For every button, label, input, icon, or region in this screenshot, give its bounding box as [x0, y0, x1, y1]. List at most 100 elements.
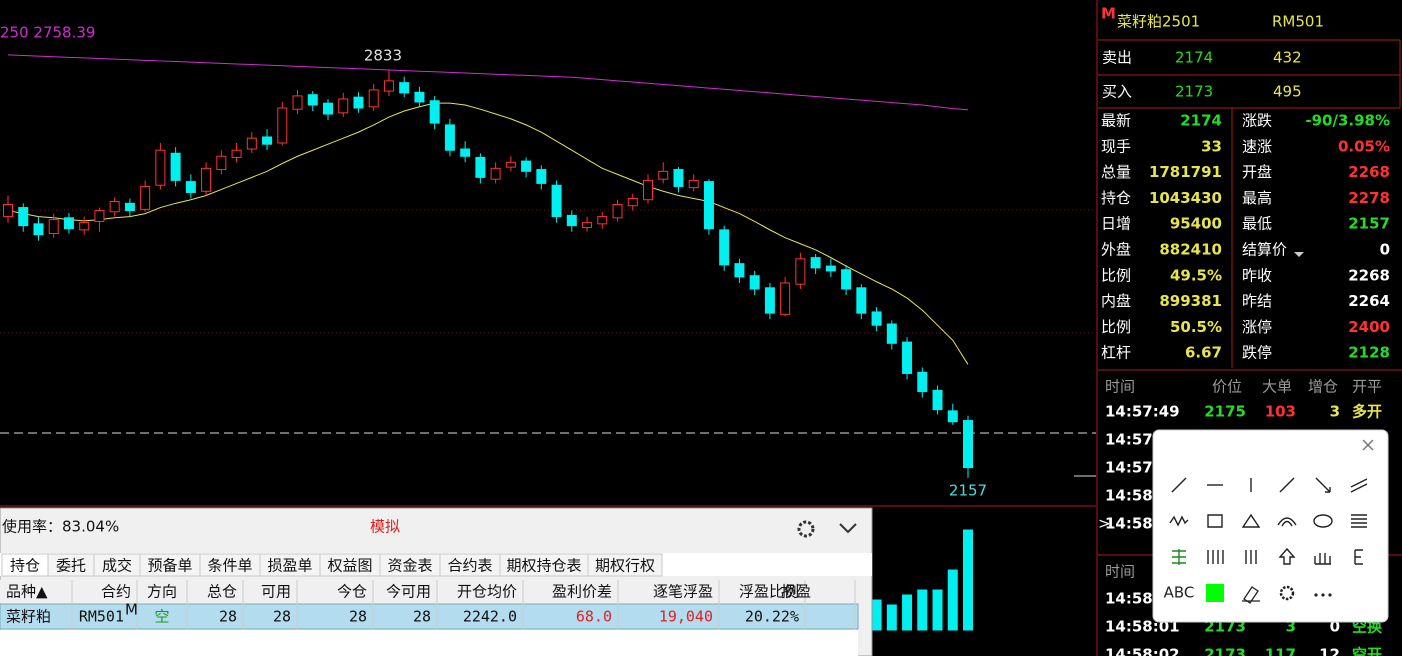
drawing-tool[interactable]: [1351, 514, 1367, 528]
stat-label: 比例: [1101, 266, 1131, 284]
tick-header: 大单: [1262, 378, 1292, 396]
candle-body: [429, 100, 440, 124]
drawing-tool[interactable]: [1245, 550, 1257, 564]
stat-label: 比例: [1101, 318, 1131, 336]
candle-body: [124, 202, 135, 212]
low-label: 2157: [949, 481, 987, 499]
tab-label: 期权持仓表: [506, 557, 581, 575]
tick-cell: 14:58:: [1105, 590, 1159, 608]
moving-average-line: [7, 102, 969, 365]
volume-bar: [871, 599, 882, 631]
tab-label: 预备单: [147, 557, 192, 575]
tick-header: 时间: [1105, 378, 1135, 396]
stat-label: 总量: [1101, 163, 1131, 181]
drawing-tool[interactable]: [1241, 513, 1261, 528]
tab[interactable]: 权益图: [319, 553, 381, 577]
drawing-tool[interactable]: [1169, 515, 1189, 527]
stat-value: 2174: [1180, 112, 1222, 130]
more-button[interactable]: [1314, 593, 1318, 597]
drawing-tool[interactable]: [1207, 514, 1223, 528]
volume-bar: [963, 529, 973, 631]
tab[interactable]: 成交: [93, 553, 141, 577]
drawing-tool[interactable]: [1315, 477, 1331, 493]
tab[interactable]: 合约表: [439, 553, 501, 577]
candle-body: [63, 217, 74, 230]
tick-cell: 0: [1330, 618, 1340, 636]
candle-body: [719, 229, 730, 266]
candle-body: [825, 265, 836, 272]
drawing-tool[interactable]: ABC: [1164, 584, 1195, 602]
market-flag: M: [1101, 5, 1116, 23]
stat-value: 1781791: [1149, 163, 1222, 181]
contract-name: 菜籽粕2501: [1117, 13, 1200, 31]
table-cell: 28: [219, 608, 237, 626]
drawing-tool[interactable]: [1277, 517, 1297, 527]
candle-body: [94, 210, 105, 222]
tab[interactable]: 预备单: [139, 553, 201, 577]
drawing-tool[interactable]: [1279, 585, 1295, 601]
palette-background: [1152, 429, 1389, 623]
drawing-tool[interactable]: [1278, 547, 1296, 565]
drawing-tool[interactable]: [1242, 586, 1260, 604]
color-picker[interactable]: [1206, 584, 1224, 602]
tab[interactable]: 资金表: [379, 553, 441, 577]
row-pointer: >: [1098, 515, 1111, 533]
candle-body: [795, 258, 806, 285]
tab[interactable]: 期权行权: [587, 553, 663, 577]
table-cell: 20.22%: [745, 608, 799, 626]
drawing-tool[interactable]: [1354, 549, 1363, 565]
candle-body: [460, 148, 471, 157]
drawing-tool[interactable]: [1314, 553, 1331, 565]
order-book-volume: 432: [1273, 49, 1302, 67]
order-book-label: 卖出: [1102, 49, 1132, 67]
column-header: 今仓: [337, 583, 367, 601]
tick-cell: 3: [1330, 403, 1340, 421]
drawing-tool[interactable]: [1172, 549, 1186, 565]
drawing-tool[interactable]: [1313, 514, 1333, 528]
tick-cell: 2173: [1204, 646, 1246, 656]
drawing-tool[interactable]: [1171, 477, 1187, 493]
table-cell: 68.0: [576, 608, 612, 626]
candle-body: [703, 181, 714, 230]
tick-cell: 117: [1265, 646, 1296, 656]
stat-value: 899381: [1159, 292, 1222, 310]
candle-body: [536, 169, 547, 184]
column-header: 合约: [101, 583, 131, 601]
stat-value: -90/3.98%: [1305, 112, 1390, 130]
tab[interactable]: 委托: [47, 553, 95, 577]
stat-value: 6.67: [1185, 344, 1222, 362]
stat-label: 内盘: [1101, 292, 1131, 310]
candle-body: [902, 341, 913, 374]
column-header: 浮盈比例: [739, 583, 799, 601]
tick-header: 时间: [1105, 563, 1135, 581]
tab[interactable]: 持仓: [1, 553, 49, 577]
candle-body: [505, 161, 516, 168]
tab[interactable]: 损盈单: [259, 553, 321, 577]
tick-cell: 14:58:: [1105, 515, 1159, 533]
candle-body: [170, 152, 181, 181]
stat-value: 49.5%: [1170, 266, 1222, 284]
more-button[interactable]: [1321, 593, 1325, 597]
stat-label: 涨停: [1242, 318, 1272, 336]
column-header: 损盈: [781, 583, 811, 601]
tab[interactable]: 条件单: [199, 553, 261, 577]
tick-cell: 14:57:: [1105, 431, 1159, 449]
more-button[interactable]: [1328, 593, 1332, 597]
candle-body: [216, 155, 227, 171]
stat-label: 日增: [1101, 215, 1131, 233]
table-empty: [0, 630, 858, 656]
tab[interactable]: 期权持仓表: [499, 553, 589, 577]
drawing-tool[interactable]: [1207, 550, 1224, 564]
settings-icon[interactable]: [797, 520, 815, 538]
drawing-tool[interactable]: [1279, 477, 1295, 493]
candle-body: [185, 181, 196, 193]
stat-value: 50.5%: [1170, 318, 1222, 336]
tick-cell: 多开: [1352, 403, 1382, 421]
volume-bar: [902, 594, 913, 631]
collapse-icon[interactable]: [839, 523, 857, 534]
close-button[interactable]: [1362, 439, 1374, 451]
tick-cell: 14:58:02: [1105, 646, 1180, 656]
drawing-tool[interactable]: [1350, 478, 1368, 493]
tab-label: 成交: [102, 557, 132, 575]
